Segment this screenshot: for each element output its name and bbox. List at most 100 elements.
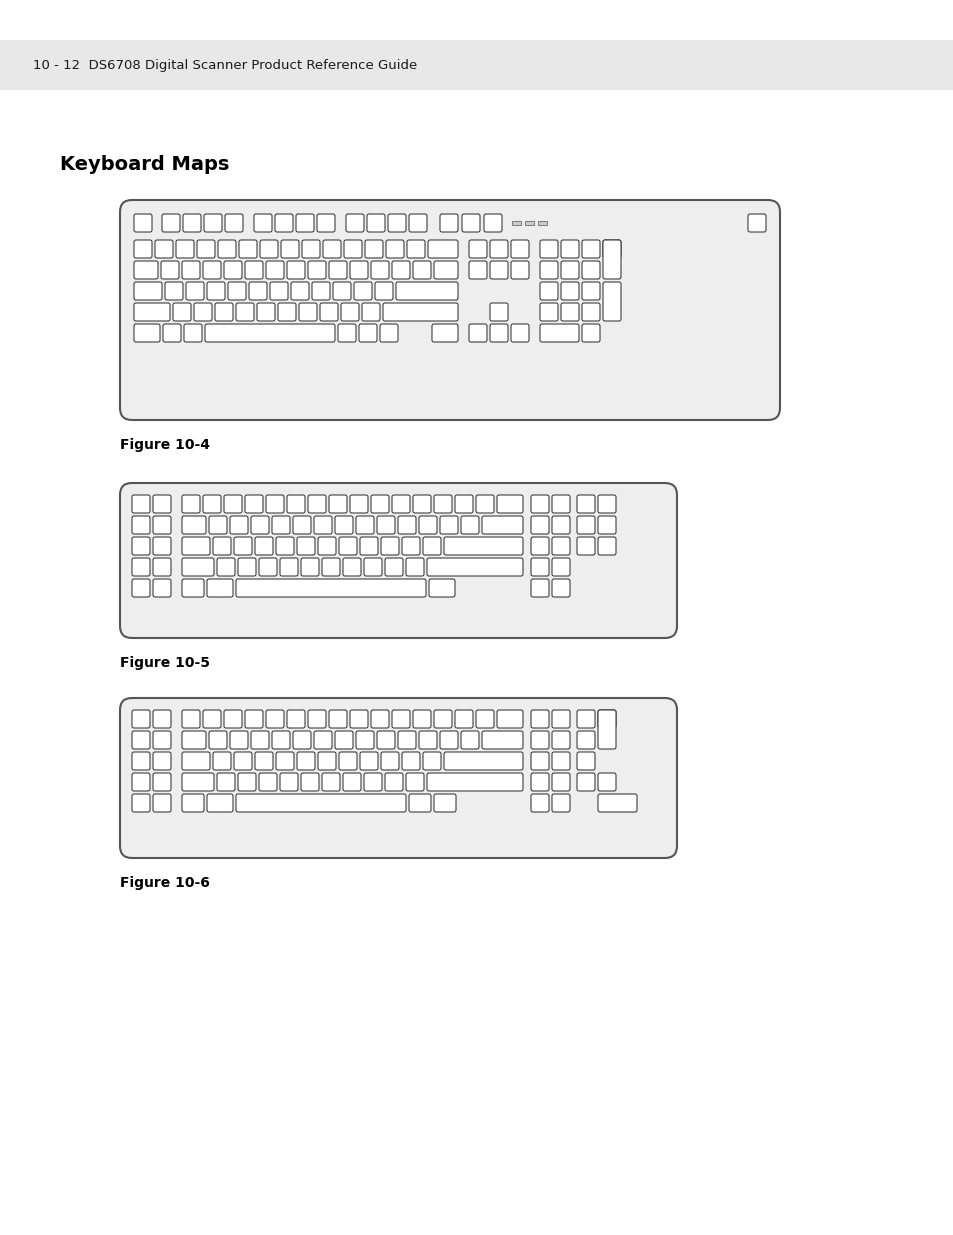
FancyBboxPatch shape — [302, 240, 319, 258]
FancyBboxPatch shape — [335, 731, 353, 748]
FancyBboxPatch shape — [552, 537, 569, 555]
FancyBboxPatch shape — [382, 303, 457, 321]
FancyBboxPatch shape — [224, 261, 242, 279]
FancyBboxPatch shape — [152, 579, 171, 597]
FancyBboxPatch shape — [581, 303, 599, 321]
FancyBboxPatch shape — [132, 537, 150, 555]
FancyBboxPatch shape — [539, 240, 558, 258]
FancyBboxPatch shape — [228, 282, 246, 300]
FancyBboxPatch shape — [577, 495, 595, 513]
FancyBboxPatch shape — [422, 537, 440, 555]
FancyBboxPatch shape — [409, 794, 431, 811]
FancyBboxPatch shape — [552, 516, 569, 534]
FancyBboxPatch shape — [120, 200, 780, 420]
FancyBboxPatch shape — [359, 752, 377, 769]
FancyBboxPatch shape — [747, 214, 765, 232]
FancyBboxPatch shape — [182, 731, 206, 748]
FancyBboxPatch shape — [132, 710, 150, 727]
FancyBboxPatch shape — [203, 495, 221, 513]
FancyBboxPatch shape — [346, 214, 364, 232]
FancyBboxPatch shape — [364, 773, 381, 790]
FancyBboxPatch shape — [359, 537, 377, 555]
FancyBboxPatch shape — [386, 240, 403, 258]
FancyBboxPatch shape — [253, 214, 272, 232]
FancyBboxPatch shape — [531, 731, 548, 748]
FancyBboxPatch shape — [598, 710, 616, 727]
FancyBboxPatch shape — [133, 240, 152, 258]
FancyBboxPatch shape — [581, 261, 599, 279]
FancyBboxPatch shape — [237, 773, 255, 790]
FancyBboxPatch shape — [233, 537, 252, 555]
FancyBboxPatch shape — [392, 710, 410, 727]
FancyBboxPatch shape — [476, 710, 494, 727]
FancyBboxPatch shape — [401, 537, 419, 555]
FancyBboxPatch shape — [254, 537, 273, 555]
FancyBboxPatch shape — [230, 731, 248, 748]
FancyBboxPatch shape — [338, 537, 356, 555]
FancyBboxPatch shape — [581, 240, 599, 258]
FancyBboxPatch shape — [293, 731, 311, 748]
FancyBboxPatch shape — [133, 282, 162, 300]
FancyBboxPatch shape — [308, 710, 326, 727]
FancyBboxPatch shape — [409, 214, 427, 232]
FancyBboxPatch shape — [413, 261, 431, 279]
FancyBboxPatch shape — [272, 516, 290, 534]
FancyBboxPatch shape — [560, 261, 578, 279]
FancyBboxPatch shape — [280, 773, 297, 790]
FancyBboxPatch shape — [182, 537, 210, 555]
FancyBboxPatch shape — [216, 773, 234, 790]
FancyBboxPatch shape — [560, 303, 578, 321]
FancyBboxPatch shape — [152, 710, 171, 727]
FancyBboxPatch shape — [175, 240, 193, 258]
FancyBboxPatch shape — [418, 731, 436, 748]
Text: 10 - 12  DS6708 Digital Scanner Product Reference Guide: 10 - 12 DS6708 Digital Scanner Product R… — [33, 58, 416, 72]
Text: Figure 10-5: Figure 10-5 — [120, 656, 210, 671]
FancyBboxPatch shape — [225, 214, 243, 232]
FancyBboxPatch shape — [388, 214, 406, 232]
FancyBboxPatch shape — [531, 558, 548, 576]
FancyBboxPatch shape — [154, 240, 172, 258]
FancyBboxPatch shape — [152, 752, 171, 769]
Text: Keyboard Maps: Keyboard Maps — [60, 156, 229, 174]
FancyBboxPatch shape — [371, 261, 389, 279]
FancyBboxPatch shape — [162, 214, 180, 232]
FancyBboxPatch shape — [406, 558, 423, 576]
FancyBboxPatch shape — [443, 537, 522, 555]
FancyBboxPatch shape — [427, 558, 522, 576]
FancyBboxPatch shape — [350, 495, 368, 513]
FancyBboxPatch shape — [439, 731, 457, 748]
FancyBboxPatch shape — [375, 282, 393, 300]
FancyBboxPatch shape — [207, 794, 233, 811]
FancyBboxPatch shape — [371, 495, 389, 513]
FancyBboxPatch shape — [152, 731, 171, 748]
FancyBboxPatch shape — [577, 752, 595, 769]
Bar — [537, 221, 546, 225]
Bar — [512, 221, 520, 225]
FancyBboxPatch shape — [413, 710, 431, 727]
FancyBboxPatch shape — [295, 214, 314, 232]
FancyBboxPatch shape — [183, 214, 201, 232]
FancyBboxPatch shape — [329, 495, 347, 513]
FancyBboxPatch shape — [258, 773, 276, 790]
FancyBboxPatch shape — [350, 710, 368, 727]
FancyBboxPatch shape — [439, 516, 457, 534]
FancyBboxPatch shape — [322, 558, 339, 576]
FancyBboxPatch shape — [233, 752, 252, 769]
FancyBboxPatch shape — [182, 495, 200, 513]
FancyBboxPatch shape — [422, 752, 440, 769]
FancyBboxPatch shape — [552, 752, 569, 769]
FancyBboxPatch shape — [120, 698, 677, 858]
FancyBboxPatch shape — [469, 261, 486, 279]
FancyBboxPatch shape — [204, 214, 222, 232]
FancyBboxPatch shape — [133, 303, 170, 321]
FancyBboxPatch shape — [133, 324, 160, 342]
FancyBboxPatch shape — [218, 240, 235, 258]
FancyBboxPatch shape — [385, 773, 402, 790]
FancyBboxPatch shape — [133, 214, 152, 232]
FancyBboxPatch shape — [266, 261, 284, 279]
FancyBboxPatch shape — [301, 558, 318, 576]
FancyBboxPatch shape — [531, 579, 548, 597]
FancyBboxPatch shape — [539, 282, 558, 300]
FancyBboxPatch shape — [287, 261, 305, 279]
FancyBboxPatch shape — [581, 282, 599, 300]
